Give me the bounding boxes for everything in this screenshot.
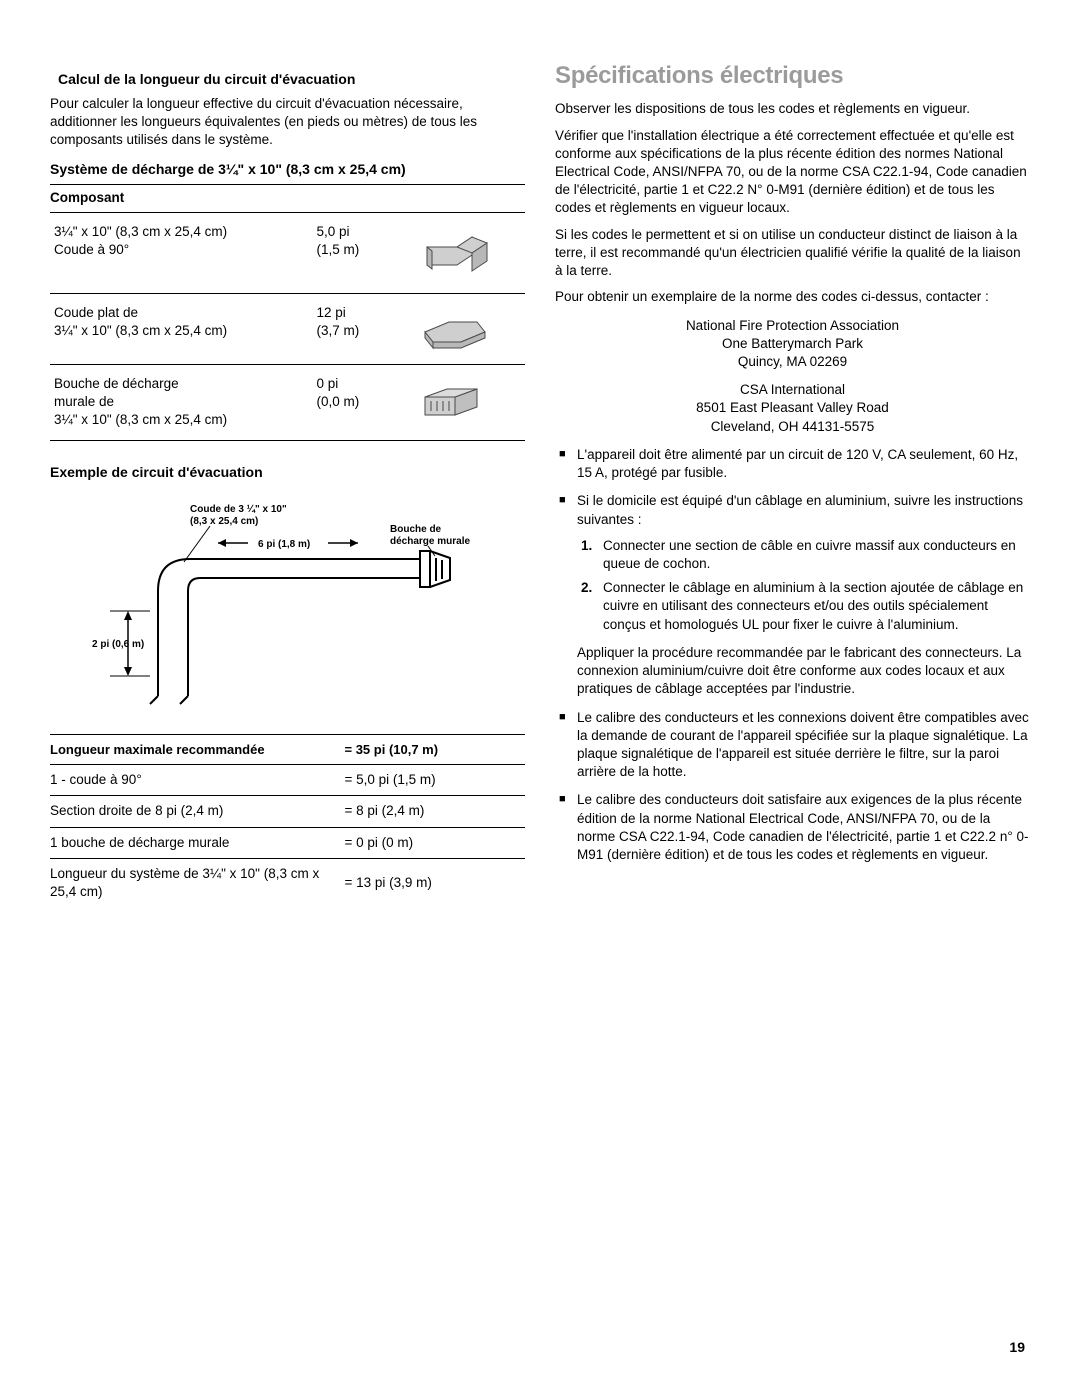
cell-text: = 8 pi (2,4 m) bbox=[345, 796, 526, 827]
cell-text: Coude à 90° bbox=[54, 242, 129, 257]
left-column: Calcul de la longueur du circuit d'évacu… bbox=[50, 60, 525, 907]
para-after-sublist: Appliquer la procédure recommandée par l… bbox=[555, 644, 1030, 699]
cell-text: murale de bbox=[54, 394, 114, 409]
para: Si les codes le permettent et si on util… bbox=[555, 226, 1030, 281]
sub-text: Connecter le câblage en aluminium à la s… bbox=[603, 580, 1023, 631]
para: Observer les dispositions de tous les co… bbox=[555, 100, 1030, 118]
page-number: 19 bbox=[1009, 1338, 1025, 1357]
table-row: Section droite de 8 pi (2,4 m)= 8 pi (2,… bbox=[50, 796, 525, 827]
length-table: Longueur maximale recommandée = 35 pi (1… bbox=[50, 734, 525, 908]
comp-header: Composant bbox=[50, 185, 525, 212]
address-block-1: National Fire Protection Association One… bbox=[555, 317, 1030, 372]
para: Vérifier que l'installation électrique a… bbox=[555, 127, 1030, 218]
diag-label: Bouche de bbox=[390, 524, 442, 535]
address-block-2: CSA International 8501 East Pleasant Val… bbox=[555, 381, 1030, 436]
diag-label: Coude de 3 ¼" x 10" bbox=[190, 504, 287, 515]
elbow90-icon bbox=[417, 223, 492, 283]
cell-text: = 13 pi (3,9 m) bbox=[345, 858, 526, 907]
numbered-sublist: 1.Connecter une section de câble en cuiv… bbox=[577, 537, 1030, 634]
wallcap-icon bbox=[417, 375, 497, 430]
bullet-text: Le calibre des conducteurs et les connex… bbox=[577, 710, 1029, 780]
bullet-list: Le calibre des conducteurs et les connex… bbox=[555, 709, 1030, 865]
cell-text: 1 bouche de décharge murale bbox=[50, 827, 345, 858]
cell-text: (3,7 m) bbox=[317, 323, 360, 338]
right-column: Spécifications électriques Observer les … bbox=[555, 60, 1030, 907]
table-row: Longueur du système de 3¼" x 10" (8,3 cm… bbox=[50, 858, 525, 907]
addr-line: One Batterymarch Park bbox=[722, 336, 863, 351]
diag-label: 2 pi (0,6 m) bbox=[92, 639, 144, 650]
cell-text: 12 pi bbox=[317, 305, 346, 320]
cell-text: = 0 pi (0 m) bbox=[345, 827, 526, 858]
bullet-list: L'appareil doit être alimenté par un cir… bbox=[555, 446, 1030, 634]
len-header: = 35 pi (10,7 m) bbox=[345, 734, 526, 765]
addr-line: Quincy, MA 02269 bbox=[738, 354, 847, 369]
cell-text: 3¼" x 10" (8,3 cm x 25,4 cm) bbox=[54, 224, 227, 239]
addr-line: CSA International bbox=[740, 382, 845, 397]
cell-text: 3¼" x 10" (8,3 cm x 25,4 cm) bbox=[54, 323, 227, 338]
table-row: 3¼" x 10" (8,3 cm x 25,4 cm) Coude à 90°… bbox=[50, 212, 525, 293]
cell-text: Bouche de décharge bbox=[54, 376, 179, 391]
addr-line: National Fire Protection Association bbox=[686, 318, 899, 333]
heading-calc: Calcul de la longueur du circuit d'évacu… bbox=[50, 70, 525, 89]
heading-example: Exemple de circuit d'évacuation bbox=[50, 463, 525, 482]
cell-text: (1,5 m) bbox=[317, 242, 360, 257]
diag-label: (8,3 x 25,4 cm) bbox=[190, 516, 258, 527]
table-row: Coude plat de 3¼" x 10" (8,3 cm x 25,4 c… bbox=[50, 293, 525, 364]
cell-text: 0 pi bbox=[317, 376, 339, 391]
bullet-text: Le calibre des conducteurs doit satisfai… bbox=[577, 792, 1028, 862]
table-row: 1 - coude à 90°= 5,0 pi (1,5 m) bbox=[50, 765, 525, 796]
calc-paragraph: Pour calculer la longueur effective du c… bbox=[50, 95, 525, 150]
table-row: Bouche de décharge murale de 3¼" x 10" (… bbox=[50, 364, 525, 440]
diag-label: 6 pi (1,8 m) bbox=[258, 539, 310, 550]
diag-label: décharge murale bbox=[390, 536, 470, 547]
list-item: 2.Connecter le câblage en aluminium à la… bbox=[577, 579, 1030, 634]
list-item: L'appareil doit être alimenté par un cir… bbox=[555, 446, 1030, 482]
cell-text: 5,0 pi bbox=[317, 224, 350, 239]
cell-text: Coude plat de bbox=[54, 305, 138, 320]
len-header: Longueur maximale recommandée bbox=[50, 734, 345, 765]
cell-text: Longueur du système de 3¼" x 10" (8,3 cm… bbox=[50, 858, 345, 907]
para: Pour obtenir un exemplaire de la norme d… bbox=[555, 288, 1030, 306]
addr-line: 8501 East Pleasant Valley Road bbox=[696, 400, 889, 415]
flat-elbow-icon bbox=[417, 304, 492, 354]
heading-system: Système de décharge de 3¼" x 10" (8,3 cm… bbox=[50, 160, 525, 179]
sub-text: Connecter une section de câble en cuivre… bbox=[603, 538, 1016, 571]
two-column-layout: Calcul de la longueur du circuit d'évacu… bbox=[50, 60, 1030, 907]
table-row: 1 bouche de décharge murale= 0 pi (0 m) bbox=[50, 827, 525, 858]
list-item: 1.Connecter une section de câble en cuiv… bbox=[577, 537, 1030, 573]
vent-diagram: Coude de 3 ¼" x 10" (8,3 x 25,4 cm) 6 pi… bbox=[50, 496, 525, 716]
cell-text: 1 - coude à 90° bbox=[50, 765, 345, 796]
diagram-svg: Coude de 3 ¼" x 10" (8,3 x 25,4 cm) 6 pi… bbox=[50, 496, 510, 716]
cell-text: (0,0 m) bbox=[317, 394, 360, 409]
cell-text: 3¼" x 10" (8,3 cm x 25,4 cm) bbox=[54, 412, 227, 427]
component-table: Composant 3¼" x 10" (8,3 cm x 25,4 cm) C… bbox=[50, 184, 525, 440]
addr-line: Cleveland, OH 44131-5575 bbox=[711, 419, 875, 434]
heading-electrical: Spécifications électriques bbox=[555, 60, 1030, 92]
bullet-text: Si le domicile est équipé d'un câblage e… bbox=[577, 493, 1023, 526]
list-item: Le calibre des conducteurs et les connex… bbox=[555, 709, 1030, 782]
cell-text: Section droite de 8 pi (2,4 m) bbox=[50, 796, 345, 827]
bullet-text: L'appareil doit être alimenté par un cir… bbox=[577, 447, 1018, 480]
cell-text: = 5,0 pi (1,5 m) bbox=[345, 765, 526, 796]
list-item: Le calibre des conducteurs doit satisfai… bbox=[555, 791, 1030, 864]
list-item: Si le domicile est équipé d'un câblage e… bbox=[555, 492, 1030, 634]
